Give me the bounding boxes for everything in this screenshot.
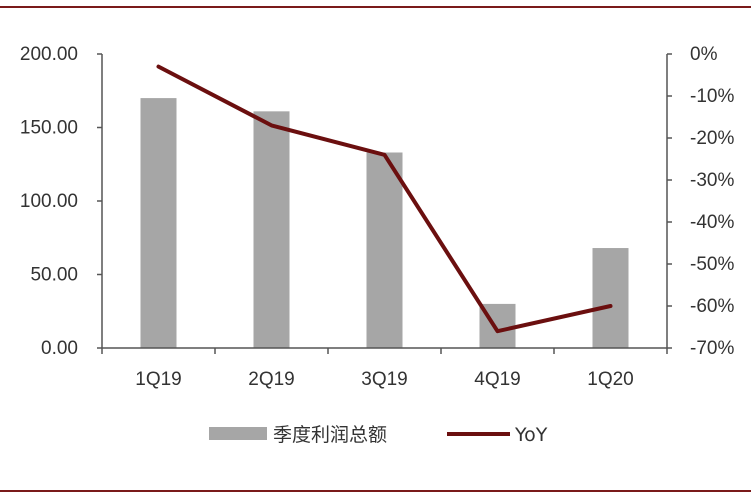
right-tick-label: -60% <box>690 296 734 317</box>
right-tick-label: -40% <box>690 212 734 233</box>
bar <box>253 111 290 348</box>
category-labels: 1Q19 2Q19 3Q19 4Q19 1Q20 <box>135 369 633 390</box>
left-axis-ticks: 0.00 50.00 100.00 150.00 200.00 <box>20 44 78 359</box>
category-label: 1Q19 <box>135 369 181 390</box>
bar <box>366 152 403 348</box>
right-tick-label: -70% <box>690 338 734 359</box>
right-axis-ticks: 0% -10% -20% -30% -40% -50% -60% -70% <box>690 44 734 359</box>
legend-bar-label: 季度利润总额 <box>273 424 387 446</box>
category-label: 1Q20 <box>587 369 633 390</box>
axes <box>97 53 672 354</box>
left-tick-label: 200.00 <box>20 44 78 65</box>
line-series <box>156 64 613 334</box>
bar-series <box>140 98 629 348</box>
right-tick-label: -20% <box>690 128 734 149</box>
legend: 季度利润总额 YoY <box>209 424 548 446</box>
right-tick-label: 0% <box>690 44 718 65</box>
category-label: 3Q19 <box>361 369 407 390</box>
right-tick-label: -30% <box>690 170 734 191</box>
left-tick-label: 150.00 <box>20 118 78 139</box>
legend-line-label: YoY <box>514 424 548 446</box>
left-tick-label: 100.00 <box>20 191 78 212</box>
bar <box>592 248 629 348</box>
right-tick-label: -10% <box>690 86 734 107</box>
left-tick-label: 50.00 <box>30 265 78 286</box>
legend-bar-swatch <box>209 427 267 440</box>
left-tick-label: 0.00 <box>41 338 78 359</box>
right-tick-label: -50% <box>690 254 734 275</box>
bar <box>140 98 177 348</box>
category-label: 4Q19 <box>474 369 520 390</box>
category-label: 2Q19 <box>248 369 294 390</box>
